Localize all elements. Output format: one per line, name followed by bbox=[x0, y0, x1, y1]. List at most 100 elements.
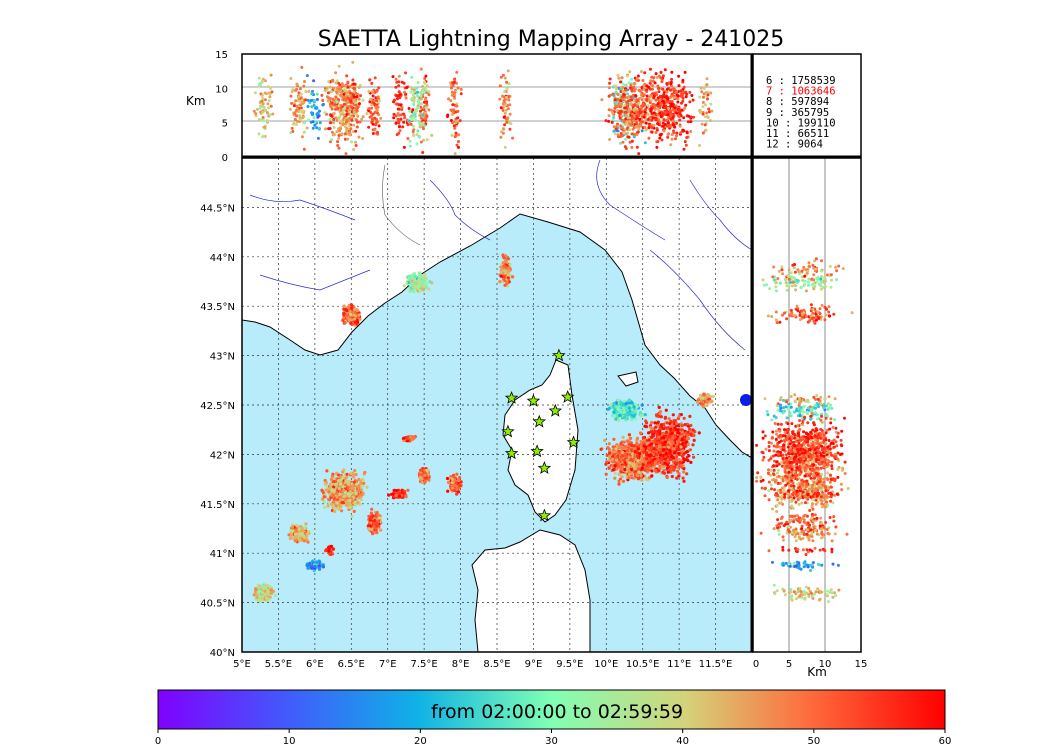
lightning-point bbox=[657, 428, 661, 432]
altitude-point bbox=[261, 116, 265, 119]
lightning-point bbox=[427, 478, 431, 482]
lightning-point bbox=[365, 485, 369, 489]
altitude-point bbox=[351, 93, 355, 97]
lightning-point bbox=[375, 530, 379, 535]
altitude-point bbox=[253, 91, 257, 95]
altitude-point bbox=[501, 94, 505, 98]
altitude-point bbox=[332, 117, 336, 121]
lightning-point bbox=[264, 583, 268, 588]
map-x-tick: 8.5°E bbox=[483, 659, 510, 670]
lightning-point bbox=[630, 452, 634, 456]
map-x-tick: 7.5°E bbox=[411, 659, 438, 670]
altitude-point bbox=[298, 118, 302, 122]
lightning-point bbox=[306, 566, 310, 570]
altitude-point bbox=[376, 96, 380, 100]
altitude-point bbox=[394, 121, 398, 125]
lightning-point bbox=[352, 480, 356, 484]
map-y-tick: 44.5°N bbox=[200, 203, 235, 214]
lightning-point bbox=[677, 451, 681, 455]
lightning-point bbox=[450, 477, 454, 481]
lightning-point bbox=[640, 478, 644, 482]
altitude-point bbox=[334, 107, 337, 111]
lightning-point bbox=[608, 455, 612, 459]
lightning-point bbox=[650, 420, 654, 425]
lightning-point bbox=[361, 484, 365, 488]
lightning-point bbox=[606, 407, 610, 411]
altitude-point bbox=[373, 76, 377, 80]
lightning-point bbox=[611, 464, 615, 468]
altitude-point bbox=[407, 119, 411, 123]
lightning-point bbox=[341, 492, 345, 496]
altitude-point bbox=[395, 102, 399, 106]
altitude-point bbox=[294, 99, 298, 103]
altitude-point bbox=[397, 90, 401, 94]
altitude-point bbox=[295, 104, 299, 108]
altitude-point bbox=[614, 84, 618, 88]
altitude-point bbox=[330, 90, 334, 94]
lightning-point bbox=[670, 474, 674, 479]
altitude-point bbox=[416, 81, 420, 84]
lightning-point bbox=[371, 514, 375, 518]
altitude-point bbox=[268, 95, 272, 99]
lightning-point bbox=[420, 473, 424, 477]
lightning-point bbox=[652, 434, 656, 438]
altitude-point bbox=[392, 112, 396, 116]
lightning-point bbox=[658, 411, 662, 416]
altitude-point bbox=[340, 85, 344, 89]
lightning-point bbox=[455, 472, 459, 476]
lightning-point bbox=[371, 531, 375, 535]
altitude-point bbox=[337, 146, 341, 150]
altitude-point bbox=[422, 90, 426, 94]
altitude-point bbox=[635, 133, 639, 137]
altitude-point bbox=[612, 116, 616, 119]
altitude-point bbox=[313, 123, 317, 127]
altitude-point bbox=[503, 90, 507, 94]
altitude-point bbox=[329, 113, 333, 117]
lightning-point bbox=[633, 410, 638, 414]
lightning-point bbox=[510, 275, 515, 279]
lightning-point bbox=[446, 489, 450, 493]
altitude-point bbox=[320, 93, 324, 97]
lightning-point bbox=[622, 440, 626, 444]
lightning-point bbox=[327, 500, 331, 504]
lightning-point bbox=[632, 444, 636, 448]
lightning-point bbox=[620, 458, 624, 462]
lightning-point bbox=[329, 544, 334, 549]
altitude-point bbox=[338, 83, 342, 87]
lightning-point bbox=[661, 436, 665, 440]
lightning-point bbox=[502, 264, 506, 268]
lightning-point bbox=[614, 417, 618, 421]
altitude-point bbox=[425, 138, 429, 142]
lightning-point bbox=[613, 476, 617, 480]
altitude-point bbox=[627, 81, 631, 85]
lightning-point bbox=[676, 428, 681, 432]
map-x-tick: 9°E bbox=[525, 659, 543, 670]
altitude-point bbox=[342, 88, 346, 92]
lightning-point bbox=[616, 398, 620, 402]
altitude-point bbox=[376, 105, 380, 109]
lightning-point bbox=[299, 532, 304, 536]
lightning-point bbox=[327, 545, 331, 550]
lightning-point bbox=[618, 413, 622, 417]
lightning-point bbox=[322, 500, 326, 504]
lightning-point bbox=[372, 524, 376, 529]
lightning-point bbox=[616, 454, 620, 458]
altitude-point bbox=[423, 97, 427, 101]
altitude-point bbox=[375, 108, 379, 112]
altitude-point bbox=[355, 125, 359, 129]
lightning-point bbox=[417, 275, 422, 279]
lightning-point bbox=[636, 477, 641, 481]
altitude-point bbox=[368, 100, 372, 104]
lightning-point bbox=[451, 486, 455, 490]
lightning-point bbox=[627, 476, 632, 480]
altitude-point bbox=[636, 130, 640, 134]
lightning-point bbox=[269, 591, 273, 595]
lightning-point bbox=[672, 451, 677, 455]
altitude-point bbox=[289, 94, 293, 98]
lightning-point bbox=[688, 414, 692, 418]
lightning-point bbox=[696, 398, 701, 402]
lightning-point bbox=[354, 320, 358, 324]
altitude-point bbox=[620, 102, 624, 106]
lightning-point bbox=[308, 563, 312, 567]
lightning-point bbox=[607, 447, 611, 451]
